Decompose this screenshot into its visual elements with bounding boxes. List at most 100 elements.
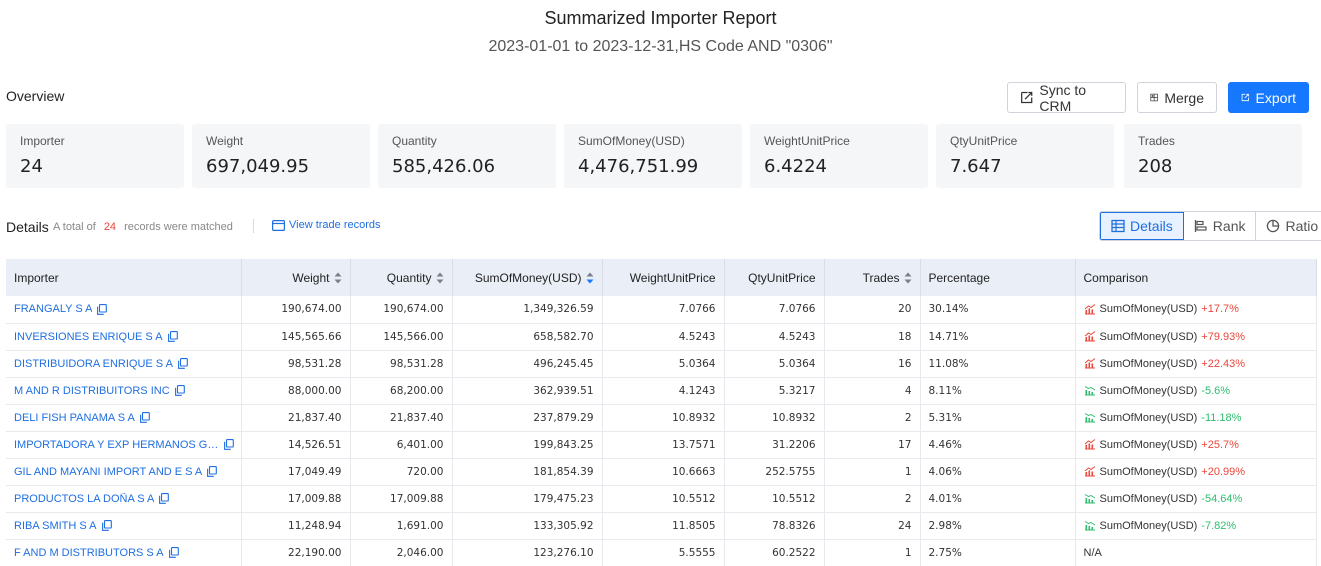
comparison-delta: -7.82% bbox=[1201, 519, 1237, 532]
importer-link[interactable]: FRANGALY S A bbox=[14, 303, 93, 316]
importer-link[interactable]: DELI FISH PANAMA S A bbox=[14, 411, 135, 424]
comparison-delta: -5.6% bbox=[1201, 384, 1231, 397]
merge-label: Merge bbox=[1164, 89, 1204, 106]
view-ratio-tab[interactable]: Ratio bbox=[1256, 212, 1321, 240]
trades-cell: 1 bbox=[824, 458, 921, 486]
col-weight[interactable]: Weight bbox=[241, 259, 351, 296]
sync-icon bbox=[1021, 91, 1033, 104]
trend-up-icon bbox=[1084, 358, 1095, 369]
comparison-cell: SumOfMoney(USD) -11.18% bbox=[1075, 404, 1317, 432]
sort-icon[interactable] bbox=[586, 272, 594, 284]
records-count-suffix: records were matched bbox=[124, 221, 233, 233]
view-details-tab[interactable]: Details bbox=[1100, 212, 1184, 240]
card-label: QtyUnitPrice bbox=[950, 134, 1018, 148]
card-label: Importer bbox=[20, 134, 65, 148]
card-value: 6.4224 bbox=[764, 156, 827, 177]
trend-down-icon bbox=[1084, 413, 1095, 423]
percentage-cell: 2.75% bbox=[920, 539, 1076, 566]
trend-up-icon bbox=[1084, 439, 1095, 450]
money-cell: 237,879.29 bbox=[452, 404, 603, 432]
card-value: 208 bbox=[1138, 156, 1173, 177]
records-count: A total of 24 records were matched bbox=[53, 221, 233, 233]
wup-cell: 5.5555 bbox=[602, 539, 725, 566]
importer-link[interactable]: PRODUCTOS LA DOÑA S A bbox=[14, 492, 155, 505]
importer-link[interactable]: DISTRIBUIDORA ENRIQUE S A bbox=[14, 357, 173, 370]
comparison-label: SumOfMoney(USD) bbox=[1099, 303, 1198, 316]
table-row: FRANGALY S A 190,674.00 190,674.00 1,349,32… bbox=[6, 296, 1317, 324]
merge-icon bbox=[1150, 93, 1158, 102]
trades-cell: 18 bbox=[824, 323, 921, 351]
trades-cell: 2 bbox=[824, 404, 921, 432]
wup-cell: 4.5243 bbox=[602, 323, 725, 351]
qup-cell: 10.8932 bbox=[724, 404, 825, 432]
table-row: PRODUCTOS LA DOÑA S A 17,009.88 17,009.88 1… bbox=[6, 485, 1317, 513]
sort-icon[interactable] bbox=[334, 272, 342, 284]
wup-cell: 10.8932 bbox=[602, 404, 725, 432]
comparison-na: N/A bbox=[1083, 546, 1102, 559]
copy-icon[interactable] bbox=[159, 493, 170, 504]
col-quantity[interactable]: Quantity bbox=[350, 259, 453, 296]
quantity-cell: 68,200.00 bbox=[350, 377, 453, 405]
card-trades: Trades 208 bbox=[1124, 124, 1302, 188]
view-rank-tab[interactable]: Rank bbox=[1184, 212, 1257, 240]
comparison: SumOfMoney(USD) -7.82% bbox=[1084, 520, 1308, 532]
importer-link[interactable]: M AND R DISTRIBUITORS INC bbox=[14, 384, 170, 397]
weight-cell: 22,190.00 bbox=[241, 539, 351, 566]
merge-button[interactable]: Merge bbox=[1137, 82, 1217, 113]
importer-link[interactable]: RIBA SMITH S A bbox=[14, 519, 97, 532]
weight-cell: 145,565.66 bbox=[241, 323, 351, 351]
export-button[interactable]: Export bbox=[1228, 82, 1309, 113]
quantity-cell: 17,009.88 bbox=[350, 485, 453, 513]
copy-icon[interactable] bbox=[174, 385, 185, 396]
view-trade-records-link[interactable]: View trade records bbox=[272, 219, 381, 231]
comparison-label: SumOfMoney(USD) bbox=[1099, 492, 1198, 505]
qup-cell: 78.8326 bbox=[724, 512, 825, 540]
view-switcher: Details Rank Ratio bbox=[1099, 211, 1321, 241]
copy-icon[interactable] bbox=[101, 520, 112, 531]
importer-link[interactable]: IMPORTADORA Y EXP HERMANOS GA... bbox=[14, 438, 219, 451]
qup-cell: 31.2206 bbox=[724, 431, 825, 459]
col-trades[interactable]: Trades bbox=[824, 259, 921, 296]
col-importer: Importer bbox=[6, 259, 242, 296]
table-row: IMPORTADORA Y EXP HERMANOS GA... 14,526.5… bbox=[6, 431, 1317, 459]
card-qty-unit-price: QtyUnitPrice 7.647 bbox=[936, 124, 1114, 188]
importer-link[interactable]: GIL AND MAYANI IMPORT AND E S A bbox=[14, 465, 203, 478]
copy-icon[interactable] bbox=[97, 303, 108, 315]
col-percentage: Percentage bbox=[920, 259, 1076, 296]
importer-cell: IMPORTADORA Y EXP HERMANOS GA... bbox=[6, 431, 242, 459]
importer-link[interactable]: INVERSIONES ENRIQUE S A bbox=[14, 330, 163, 343]
copy-icon[interactable] bbox=[139, 412, 150, 423]
card-value: 4,476,751.99 bbox=[578, 156, 699, 177]
copy-icon[interactable] bbox=[167, 331, 178, 342]
trades-cell: 16 bbox=[824, 350, 921, 378]
comparison: N/A bbox=[1084, 547, 1308, 559]
rank-icon bbox=[1194, 220, 1207, 232]
copy-icon[interactable] bbox=[224, 439, 234, 450]
copy-icon[interactable] bbox=[207, 466, 218, 477]
weight-cell: 21,837.40 bbox=[241, 404, 351, 432]
trend-down-icon bbox=[1084, 386, 1095, 396]
copy-icon[interactable] bbox=[168, 547, 179, 558]
card-quantity: Quantity 585,426.06 bbox=[378, 124, 556, 188]
copy-icon[interactable] bbox=[177, 358, 188, 369]
table-header-row: Importer Weight Quantity SumOfMoney(USD)… bbox=[6, 259, 1317, 296]
importer-cell: FRANGALY S A bbox=[6, 296, 242, 324]
col-sum-of-money[interactable]: SumOfMoney(USD) bbox=[452, 259, 603, 296]
weight-cell: 17,049.49 bbox=[241, 458, 351, 486]
percentage-cell: 4.46% bbox=[920, 431, 1076, 459]
details-heading: Details bbox=[6, 219, 49, 235]
col-wup-label: WeightUnitPrice bbox=[629, 270, 716, 285]
comparison-delta: +79.93% bbox=[1201, 330, 1246, 343]
qup-cell: 10.5512 bbox=[724, 485, 825, 513]
comparison-label: SumOfMoney(USD) bbox=[1099, 438, 1198, 451]
quantity-cell: 6,401.00 bbox=[350, 431, 453, 459]
sort-icon[interactable] bbox=[904, 272, 912, 284]
col-importer-label: Importer bbox=[14, 270, 59, 285]
qup-cell: 60.2522 bbox=[724, 539, 825, 566]
importer-link[interactable]: F AND M DISTRIBUTORS S A bbox=[14, 546, 164, 559]
sort-icon[interactable] bbox=[436, 272, 444, 284]
sync-to-crm-button[interactable]: Sync to CRM bbox=[1007, 82, 1126, 114]
trades-cell: 24 bbox=[824, 512, 921, 540]
table-row: GIL AND MAYANI IMPORT AND E S A 17,049.49… bbox=[6, 458, 1317, 486]
money-cell: 179,475.23 bbox=[452, 485, 603, 513]
